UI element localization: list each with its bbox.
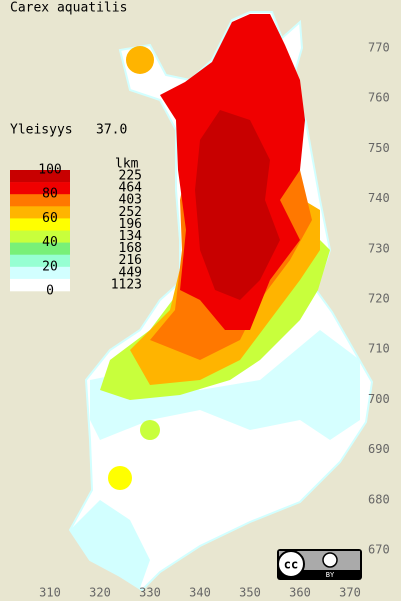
easting-label: 360 — [289, 586, 311, 600]
legend-swatch — [10, 170, 70, 183]
local-patch — [140, 420, 160, 440]
legend-swatch — [10, 278, 70, 292]
northing-label: 670 — [368, 543, 390, 557]
low-zone-south — [70, 500, 150, 588]
northing-label: 750 — [368, 141, 390, 155]
count-heading: lkm — [115, 157, 139, 172]
northing-label: 710 — [368, 342, 390, 356]
legend-limit: 0 — [46, 284, 54, 299]
easting-label: 350 — [239, 586, 261, 600]
map-title: Carex aquatilis — [10, 1, 127, 16]
legend-count: 168 — [119, 241, 142, 256]
northing-label: 690 — [368, 442, 390, 456]
legend-limit: 80 — [42, 187, 58, 202]
legend-limit: 40 — [42, 235, 58, 250]
legend-swatch — [10, 242, 70, 255]
legend-swatch — [10, 182, 70, 195]
legend-swatch — [10, 254, 70, 268]
northing-label: 740 — [368, 191, 390, 205]
cc-text: cc — [284, 558, 298, 572]
by-icon — [322, 552, 338, 568]
northing-label: 730 — [368, 241, 390, 255]
legend-swatch — [10, 230, 70, 243]
frequency-value: 37.0 — [96, 123, 127, 138]
easting-label: 320 — [89, 586, 111, 600]
cc-circle — [277, 550, 305, 578]
axes: 770 760 750 740 730 720 710 700 690 680 670 310 320 3… — [39, 41, 390, 600]
legend-count: 449 — [119, 265, 142, 280]
northing-label: 720 — [368, 292, 390, 306]
frequency-label: Yleisyys — [10, 123, 73, 138]
easting-label: 340 — [189, 586, 211, 600]
northing-label: 760 — [368, 91, 390, 105]
by-text: BY — [326, 571, 335, 579]
easting-label: 330 — [139, 586, 161, 600]
legend-limit: 100 — [38, 163, 61, 178]
low-zone — [90, 330, 360, 440]
legend-count: 1123 — [111, 277, 142, 292]
legend-count: 216 — [119, 253, 142, 268]
map — [68, 11, 374, 592]
legend-count: 196 — [119, 217, 142, 232]
easting-label: 310 — [39, 586, 61, 600]
northing-label: 770 — [368, 41, 390, 55]
local-patch — [126, 46, 154, 74]
northing-label: 680 — [368, 492, 390, 506]
legend-count: 134 — [119, 229, 143, 244]
legend-swatch — [10, 266, 70, 280]
local-patch — [108, 466, 132, 490]
legend-count: 464 — [119, 181, 143, 196]
legend: 100 80 60 40 20 0 2254644032521961341682164491… — [10, 163, 142, 299]
legend-count: 403 — [119, 193, 142, 208]
license-badge: cc BY — [277, 549, 362, 580]
northing-label: 700 — [368, 392, 390, 406]
legend-swatch — [10, 206, 70, 219]
easting-label: 370 — [339, 586, 361, 600]
legend-limit: 20 — [42, 259, 58, 274]
legend-count: 225 — [119, 169, 142, 184]
legend-count: 252 — [119, 205, 142, 220]
legend-swatch — [10, 194, 70, 207]
legend-limit: 60 — [42, 211, 58, 226]
legend-swatch — [10, 218, 70, 231]
core-zone — [195, 110, 280, 300]
